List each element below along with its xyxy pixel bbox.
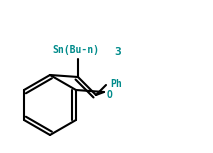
Text: Ph: Ph <box>110 79 122 89</box>
Text: Sn(Bu-n): Sn(Bu-n) <box>52 45 99 55</box>
Text: O: O <box>107 90 113 100</box>
Text: 3: 3 <box>115 47 121 57</box>
